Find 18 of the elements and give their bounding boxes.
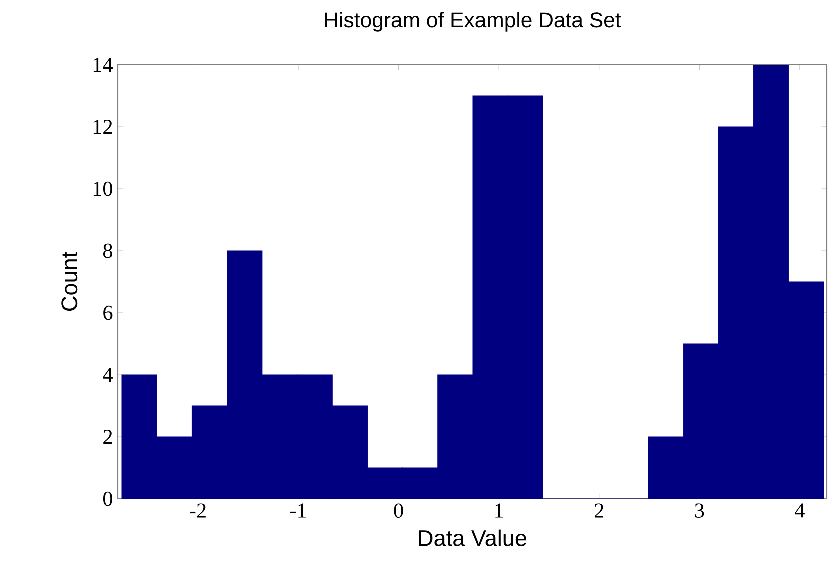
x-tick-label: 1 bbox=[496, 504, 504, 518]
y-tick-label: 0 bbox=[103, 492, 112, 506]
y-tick-label: 6 bbox=[104, 306, 113, 320]
x-tick-label: 4 bbox=[795, 504, 805, 518]
y-tick-label: 8 bbox=[103, 244, 112, 258]
y-tick-label: 12 bbox=[94, 120, 112, 134]
y-tick-label: 14 bbox=[94, 58, 113, 72]
x-axis-title: Data Value bbox=[419, 530, 527, 546]
y-tick-label: 10 bbox=[94, 182, 112, 196]
x-tick-label: 3 bbox=[695, 504, 704, 518]
y-tick-label: 2 bbox=[104, 430, 112, 444]
x-tick-label: 0 bbox=[394, 504, 404, 518]
x-tick-label: -2 bbox=[190, 504, 206, 518]
y-axis-title: Count bbox=[62, 252, 78, 311]
y-tick-label: 4 bbox=[103, 368, 113, 382]
chart-title: Histogram of Example Data Set bbox=[325, 12, 622, 32]
x-tick-label: 2 bbox=[594, 504, 604, 518]
x-tick-label: -1 bbox=[290, 504, 306, 518]
